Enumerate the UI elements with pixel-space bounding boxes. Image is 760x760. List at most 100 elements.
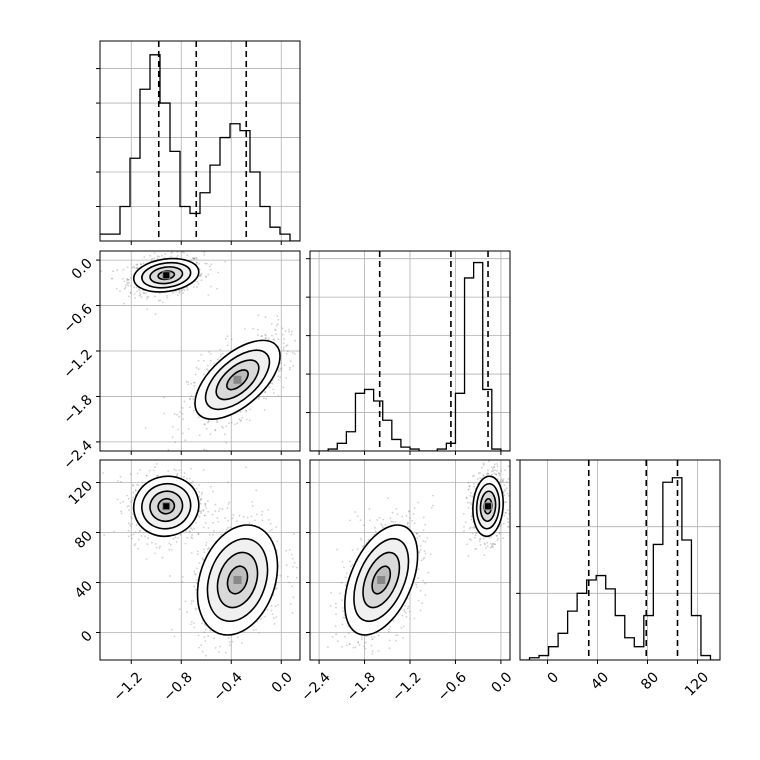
scatter-point [391,511,394,514]
scatter-point [282,342,285,345]
scatter-point [482,463,485,466]
scatter-point [502,522,505,525]
scatter-point [201,491,204,494]
scatter-point [133,266,136,269]
scatter-point [363,645,366,648]
scatter-point [272,594,275,596]
scatter-point [275,526,278,528]
scatter-point [187,381,190,383]
scatter-point [474,534,477,537]
scatter-point [264,391,267,393]
scatter-point [197,283,200,285]
scatter-point [212,533,214,536]
scatter-point [115,287,118,290]
scatter-point [289,360,292,362]
panel-content [100,251,305,451]
scatter-point [225,425,228,428]
scatter-point [504,488,506,491]
scatter-point [464,521,467,523]
scatter-point [288,328,290,331]
scatter-point [176,472,179,475]
scatter-point [209,629,212,632]
scatter-point [470,539,472,541]
scatter-point [207,548,209,550]
scatter-point [289,603,292,605]
scatter-point [193,258,196,260]
scatter-point [498,474,501,477]
scatter-point [193,622,196,625]
scatter-point [205,276,208,278]
scatter-point [496,465,499,468]
axes-frame [99,40,301,242]
scatter-point [214,428,217,431]
scatter-point [264,333,267,336]
scatter-point [364,647,367,650]
scatter-point [225,528,228,531]
scatter-point [415,532,418,535]
scatter-point [424,594,427,596]
scatter-point [178,415,181,418]
scatter-point [507,521,509,524]
scatter-point [203,448,206,451]
scatter-point [303,355,305,357]
scatter-point [469,501,472,504]
scatter-point [190,602,193,605]
scatter-point [193,626,196,629]
scatter-point [264,334,267,337]
scatter-point [411,519,413,522]
scatter-point [191,480,194,483]
scatter-point [136,290,138,293]
scatter-point [340,581,343,584]
scatter-point [275,587,278,590]
scatter-point [249,419,251,422]
scatter-point [270,323,273,325]
scatter-point [112,270,114,273]
scatter-point [493,466,496,468]
scatter-point [144,427,147,429]
y-tick-label: 80 [72,528,96,552]
scatter-point [344,584,347,587]
scatter-point [494,543,496,546]
x-tick-label: 0 [544,669,562,687]
scatter-point [377,650,380,652]
scatter-point [422,558,425,560]
scatter-point [290,553,293,556]
scatter-point [422,516,425,519]
scatter-point [240,420,242,422]
scatter-point [145,558,148,560]
scatter-point [184,439,187,442]
scatter-point [285,345,287,347]
scatter-point [377,634,380,637]
scatter-point [292,565,294,568]
scatter-point [128,278,131,281]
scatter-point [159,299,162,302]
scatter-point [281,327,284,330]
scatter-point [147,537,150,540]
scatter-point [360,539,363,541]
scatter-point [335,606,337,609]
scatter-point [189,406,191,409]
scatter-point [473,485,476,488]
scatter-point [498,472,500,474]
scatter-point [284,330,287,332]
scatter-point [166,297,169,299]
scatter-point [251,501,254,503]
scatter-point [136,472,139,475]
scatter-point [206,262,208,265]
scatter-point [515,530,517,532]
scatter-point [238,418,241,421]
scatter-point [127,278,129,281]
scatter-point [153,257,156,260]
scatter-point [221,425,223,428]
scatter-point [183,475,185,478]
scatter-point [272,392,275,394]
scatter-point [191,528,194,531]
scatter-point [482,462,485,465]
scatter-point [395,634,397,637]
scatter-point [492,545,494,548]
density-peak [377,576,386,584]
scatter-point [349,519,352,522]
scatter-point [496,470,498,472]
scatter-point [413,507,416,509]
scatter-point [378,516,381,519]
